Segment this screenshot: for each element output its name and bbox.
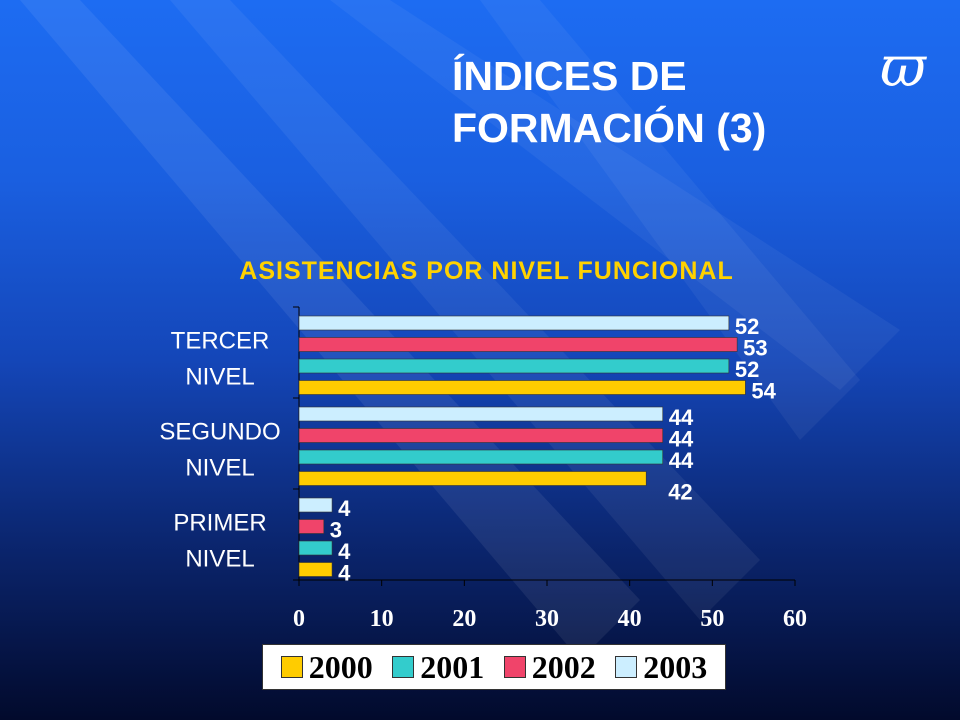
legend-item-2001: 2001: [392, 649, 484, 686]
bar-2002: [298, 519, 325, 534]
data-label-2002: 3: [330, 518, 342, 543]
data-label-2003: 4: [338, 496, 351, 521]
omega-logo-icon: ϖ: [880, 35, 926, 100]
category-label-line2: NIVEL: [185, 455, 254, 482]
legend-swatch-2000: [280, 656, 303, 678]
x-tick-label: 50: [700, 606, 724, 632]
chart-legend: 2000 2001 2002 2003: [262, 644, 726, 690]
x-tick-label: 60: [783, 606, 807, 632]
legend-item-2002: 2002: [503, 648, 596, 686]
legend-label-2002: 2002: [531, 648, 596, 685]
legend-label-2001: 2001: [420, 648, 485, 685]
legend-item-2000: 2000: [280, 648, 373, 686]
legend-label-2000: 2000: [308, 648, 373, 685]
legend-swatch-2003: [615, 656, 638, 678]
slide-title-line2: FORMACIÓN (3): [452, 105, 767, 151]
bar-2002: [298, 428, 664, 443]
slide-title: ÍNDICES DE FORMACIÓN (3): [452, 50, 766, 154]
data-label-2001: 4: [338, 539, 351, 564]
category-label-line1: SEGUNDO: [159, 419, 280, 446]
bar-2003: [298, 497, 333, 513]
category-label-line2: NIVEL: [185, 546, 254, 573]
legend-swatch-2001: [392, 656, 415, 678]
slide-title-line1: ÍNDICES DE: [452, 53, 687, 99]
bar-2002: [298, 337, 738, 352]
data-label-2003: 52: [735, 314, 759, 339]
data-label-2000: 4: [338, 561, 351, 586]
bar-2000: [298, 380, 746, 395]
bar-2000: [298, 471, 647, 486]
x-tick-label: 10: [370, 606, 394, 632]
data-label-2000: 42: [668, 480, 692, 505]
data-label-2002: 53: [743, 336, 767, 361]
chart-title: ASISTENCIAS POR NIVEL FUNCIONAL: [239, 257, 734, 285]
bar-2001: [298, 449, 664, 465]
bar-2003: [298, 315, 730, 331]
x-tick-label: 0: [293, 606, 305, 632]
bar-2003: [298, 406, 664, 422]
legend-item-2003: 2003: [615, 649, 707, 686]
data-label-2001: 44: [669, 448, 694, 473]
category-label-line1: PRIMER: [173, 510, 266, 537]
legend-swatch-2002: [503, 656, 526, 678]
category-label-line2: NIVEL: [185, 364, 254, 391]
x-tick-label: 40: [618, 606, 642, 632]
data-label-2002: 44: [669, 427, 694, 452]
category-label-line1: TERCER: [171, 328, 270, 355]
x-tick-label: 30: [535, 606, 559, 632]
legend-label-2003: 2003: [643, 648, 708, 685]
bar-2000: [298, 562, 333, 577]
bar-2001: [298, 540, 333, 556]
data-label-2000: 54: [751, 379, 776, 404]
data-label-2001: 52: [735, 357, 759, 382]
x-tick-label: 20: [452, 606, 476, 632]
bar-2001: [298, 358, 730, 374]
data-label-2003: 44: [669, 405, 694, 430]
